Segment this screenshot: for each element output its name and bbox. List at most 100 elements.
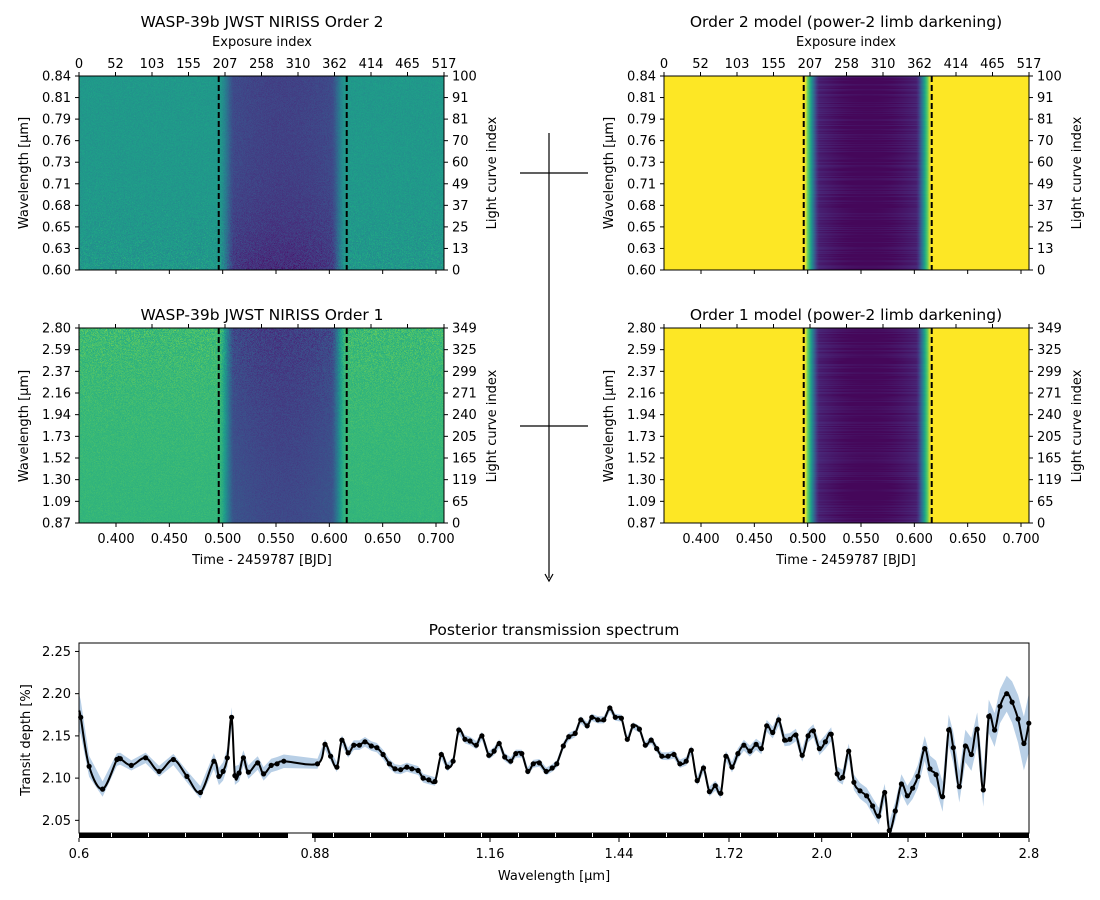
top-x-tick-label: 414 bbox=[359, 57, 384, 72]
right-y-tick-label: 70 bbox=[452, 134, 469, 149]
data-point bbox=[281, 758, 287, 764]
data-point bbox=[956, 784, 962, 790]
right-y-tick-label: 49 bbox=[452, 177, 469, 192]
y-tick-label: 0.76 bbox=[42, 134, 71, 149]
data-point bbox=[601, 717, 607, 723]
data-point bbox=[86, 763, 92, 769]
x-tick-label: 2.0 bbox=[811, 847, 832, 862]
y-tick-label: 0.87 bbox=[42, 517, 71, 532]
data-point bbox=[334, 764, 340, 770]
top-x-tick-label: 52 bbox=[692, 57, 709, 72]
bin-tick-separator bbox=[740, 833, 741, 837]
right-ylabel-order1-data: Light curve index bbox=[485, 369, 500, 482]
bin-tick-separator bbox=[333, 833, 334, 837]
y-tick-label: 1.73 bbox=[627, 430, 656, 445]
data-point bbox=[659, 753, 665, 759]
data-point bbox=[211, 758, 217, 764]
data-point bbox=[840, 774, 846, 780]
right-y-tick-label: 165 bbox=[1037, 452, 1062, 467]
spectrum-title: Posterior transmission spectrum bbox=[429, 621, 680, 639]
bin-tick-separator bbox=[666, 833, 667, 837]
data-point bbox=[100, 786, 106, 792]
bin-tick-separator bbox=[592, 833, 593, 837]
data-point bbox=[940, 794, 946, 800]
bin-tick-separator bbox=[851, 833, 852, 837]
data-point bbox=[927, 766, 933, 772]
data-point bbox=[184, 773, 190, 780]
top-x-tick-label: 258 bbox=[834, 57, 859, 72]
data-point bbox=[117, 756, 123, 762]
data-point bbox=[386, 761, 392, 767]
right-y-tick-label: 25 bbox=[1037, 220, 1054, 235]
data-point bbox=[220, 768, 226, 775]
axes-frame bbox=[663, 75, 1030, 271]
top-xlabel-order2-data: Exposure index bbox=[212, 35, 312, 50]
y-tick-label: 2.80 bbox=[42, 322, 71, 337]
right-y-tick-label: 65 bbox=[1037, 495, 1054, 510]
y-tick-label: 1.94 bbox=[42, 408, 71, 423]
right-ylabel-order2-data: Light curve index bbox=[485, 116, 500, 229]
bin-tick-separator bbox=[444, 833, 445, 837]
order2-data-heatmap bbox=[79, 76, 444, 270]
data-point bbox=[992, 727, 998, 733]
data-point bbox=[612, 714, 618, 720]
ylabel-order2-model: Wavelength [μm] bbox=[602, 117, 617, 229]
bin-tick-separator bbox=[703, 833, 704, 837]
data-point bbox=[170, 756, 176, 763]
data-point bbox=[892, 808, 898, 814]
data-point bbox=[1009, 699, 1015, 705]
top-x-tick-label: 517 bbox=[1017, 57, 1042, 72]
bin-tick-separator bbox=[925, 833, 926, 837]
panel-title-order2-data: WASP-39b JWST NIRISS Order 2 bbox=[140, 13, 383, 31]
data-point bbox=[415, 767, 421, 774]
y-tick-label: 1.73 bbox=[42, 430, 71, 445]
data-point bbox=[665, 753, 671, 759]
data-point bbox=[409, 766, 415, 772]
data-point bbox=[560, 743, 566, 749]
data-point bbox=[882, 789, 888, 796]
data-point bbox=[536, 760, 542, 766]
data-point bbox=[450, 758, 456, 764]
right-y-tick-label: 37 bbox=[452, 199, 469, 214]
data-point bbox=[491, 748, 497, 754]
data-point bbox=[245, 769, 251, 775]
data-point bbox=[197, 789, 203, 796]
right-y-tick-label: 325 bbox=[1037, 343, 1062, 358]
bin-tick-bar bbox=[79, 833, 1029, 838]
data-point bbox=[339, 737, 345, 743]
x-tick-label: 1.16 bbox=[476, 847, 505, 862]
right-y-tick-label: 349 bbox=[1037, 322, 1062, 337]
panel-title-order1-data: WASP-39b JWST NIRISS Order 1 bbox=[140, 306, 383, 324]
data-point bbox=[486, 752, 492, 758]
data-point bbox=[368, 743, 374, 749]
right-y-tick-label: 205 bbox=[1037, 430, 1062, 445]
top-x-tick-label: 52 bbox=[107, 57, 124, 72]
top-x-tick-label: 0 bbox=[660, 57, 668, 72]
data-point bbox=[805, 733, 811, 739]
y-tick-label: 2.16 bbox=[42, 387, 71, 402]
data-point bbox=[156, 768, 162, 775]
data-point bbox=[898, 781, 905, 787]
y-tick-label: 0.60 bbox=[42, 264, 71, 279]
right-y-tick-label: 81 bbox=[452, 113, 469, 128]
data-point bbox=[922, 746, 928, 752]
bin-tick-separator bbox=[555, 833, 556, 837]
right-y-tick-label: 119 bbox=[452, 473, 477, 488]
bin-tick-separator bbox=[962, 833, 963, 837]
data-point bbox=[654, 746, 660, 752]
x-tick-label: 0.6 bbox=[69, 847, 90, 862]
y-tick-label: 2.10 bbox=[42, 772, 71, 787]
x-tick-label: 0.650 bbox=[949, 532, 986, 547]
y-tick-label: 1.52 bbox=[627, 452, 656, 467]
right-y-tick-label: 37 bbox=[1037, 199, 1054, 214]
data-point bbox=[462, 736, 468, 742]
data-point bbox=[351, 742, 357, 748]
data-point bbox=[578, 717, 584, 723]
data-point bbox=[910, 785, 916, 791]
panel-title-order1-model: Order 1 model (power-2 limb darkening) bbox=[690, 306, 1002, 324]
data-point bbox=[444, 764, 451, 770]
y-tick-label: 0.81 bbox=[627, 91, 656, 106]
data-point bbox=[143, 755, 149, 761]
data-point bbox=[589, 714, 595, 720]
